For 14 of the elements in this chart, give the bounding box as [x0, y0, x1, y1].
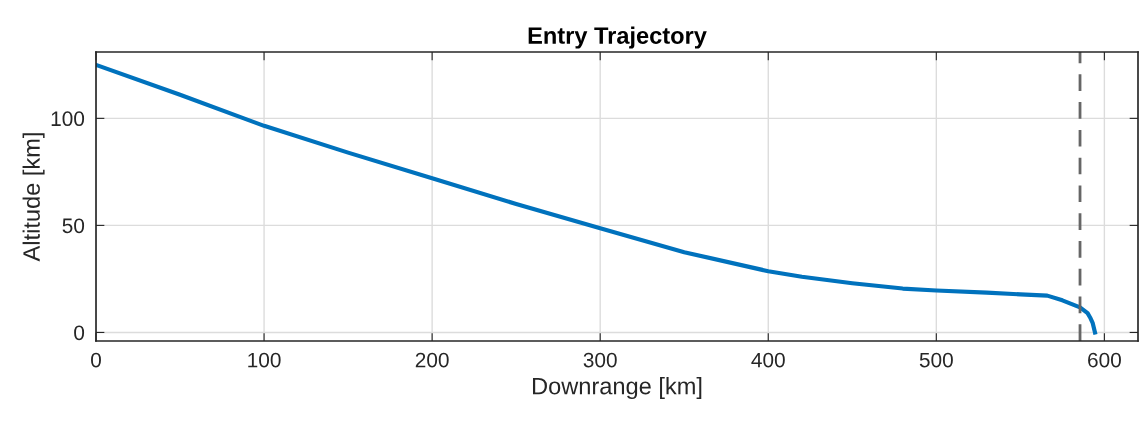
- y-tick-label: 50: [62, 218, 85, 234]
- x-tick-label: 600: [1088, 352, 1121, 368]
- x-tick-label: 0: [91, 352, 101, 368]
- line-series: [96, 62, 1098, 335]
- x-tick-label: 400: [751, 352, 785, 368]
- y-axis-title: Altitude [km]: [22, 133, 45, 262]
- x-tick-label: 500: [919, 352, 953, 368]
- y-tick-label: 100: [51, 111, 85, 127]
- x-tick-label: 100: [248, 352, 281, 368]
- x-axis-title: Downrange [km]: [532, 377, 702, 400]
- x-tick-label: 300: [583, 352, 617, 368]
- y-tick-label: 0: [74, 325, 85, 341]
- x-tick-label: 200: [415, 352, 449, 368]
- chart-title: Entry Trajectory: [528, 26, 707, 49]
